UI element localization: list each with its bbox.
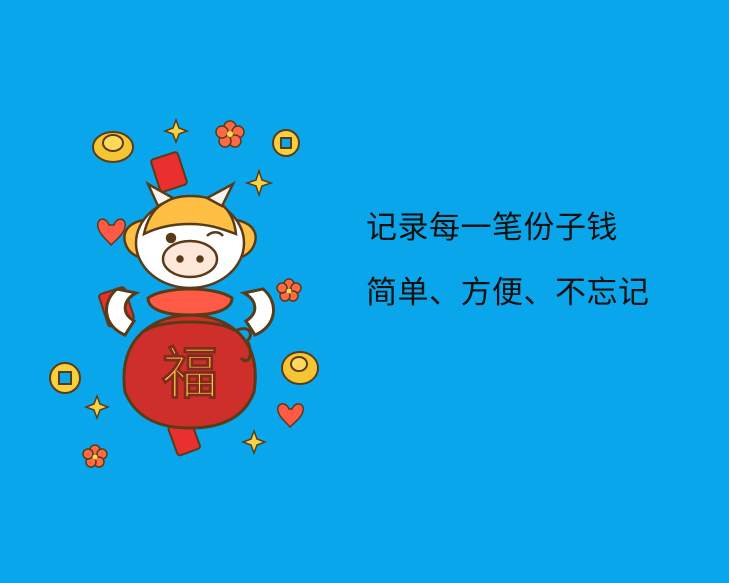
tagline-line-1: 记录每一笔份子钱 [366, 210, 618, 246]
fortune-bag-label: 福 [161, 342, 218, 407]
tagline-line-2: 简单、方便、不忘记 [366, 275, 650, 312]
tagline-block: 记录每一笔份子钱 简单、方便、不忘记 [366, 210, 650, 312]
ox-fortune-bag-illustration: 福 [40, 110, 340, 480]
